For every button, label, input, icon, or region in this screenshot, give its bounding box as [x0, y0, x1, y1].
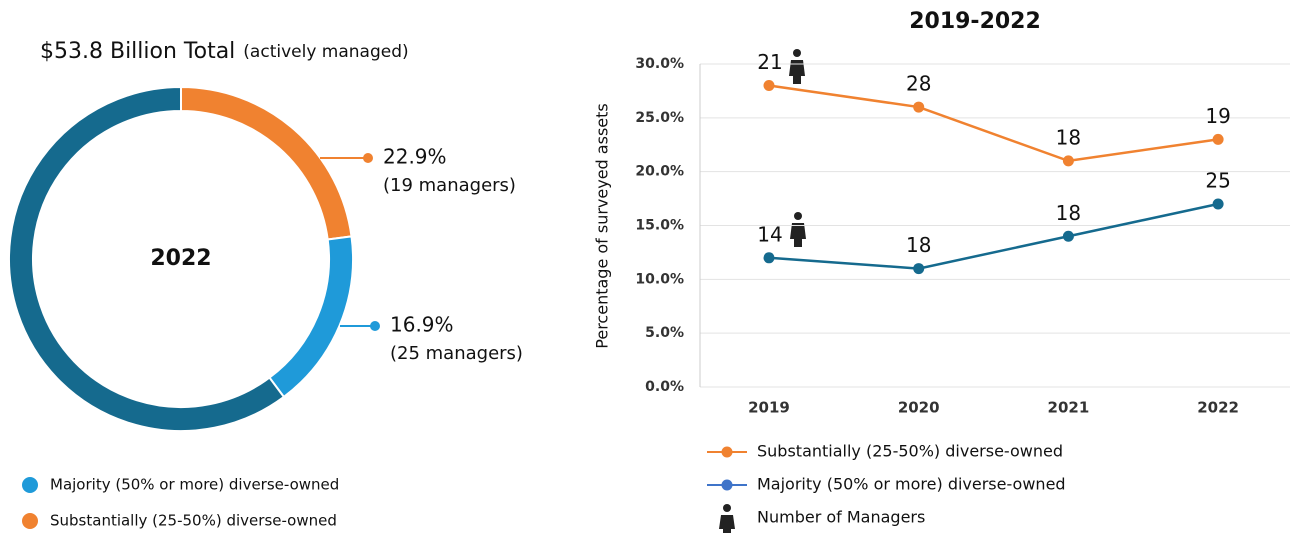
center-label: 2022 [150, 246, 211, 271]
data-point [1212, 133, 1224, 145]
y-tick-label: 25.0% [635, 110, 684, 126]
y-tick-label: 10.0% [635, 271, 684, 287]
leader-dot [363, 153, 373, 163]
chart-title: $53.8 Billion Total [40, 39, 235, 64]
legend-swatch [22, 513, 38, 529]
y-axis-label: Percentage of surveyed assets [593, 103, 612, 348]
manager-count: 28 [906, 72, 931, 96]
annotation: (19 managers) [383, 175, 516, 196]
manager-count: 25 [1205, 168, 1230, 192]
value-label: 16.9% [390, 313, 454, 337]
legend-label: Number of Managers [757, 508, 925, 527]
data-point [1062, 155, 1074, 167]
donut-slice [8, 85, 286, 432]
data-point [1062, 230, 1074, 242]
y-tick-label: 5.0% [645, 325, 684, 341]
data-point [913, 263, 925, 275]
manager-count: 14 [757, 222, 782, 246]
legend-dot [721, 479, 733, 491]
y-tick-label: 15.0% [635, 218, 684, 234]
legend-label: Majority (50% or more) diverse-owned [757, 475, 1066, 494]
series-line [768, 202, 1219, 270]
data-point [1212, 198, 1224, 210]
manager-count: 19 [1205, 104, 1230, 128]
legend-swatch [22, 477, 38, 493]
y-tick-label: 30.0% [635, 56, 684, 72]
x-tick-label: 2019 [748, 399, 790, 417]
legend-dot [721, 446, 733, 458]
manager-count: 21 [757, 50, 782, 74]
annotation: (25 managers) [390, 343, 523, 364]
data-point [763, 252, 775, 264]
manager-count: 18 [1056, 201, 1081, 225]
manager-count: 18 [1056, 125, 1081, 149]
series-line [768, 84, 1219, 163]
person-icon [719, 49, 806, 533]
leader-dot [370, 321, 380, 331]
x-tick-label: 2021 [1048, 399, 1090, 417]
data-point [913, 101, 925, 113]
donut-slice [268, 235, 354, 399]
x-tick-label: 2022 [1197, 399, 1239, 417]
chart-subtitle: (actively managed) [243, 42, 408, 62]
y-tick-label: 20.0% [635, 164, 684, 180]
data-point [763, 80, 775, 92]
value-label: 22.9% [383, 145, 447, 169]
donut-slice [180, 85, 353, 241]
x-tick-label: 2020 [898, 399, 940, 417]
manager-count: 18 [906, 233, 931, 257]
legend-label: Majority (50% or more) diverse-owned [50, 476, 339, 494]
chart-title: 2019-2022 [909, 9, 1041, 34]
y-tick-label: 0.0% [645, 379, 684, 395]
legend-label: Substantially (25-50%) diverse-owned [50, 512, 337, 530]
legend-label: Substantially (25-50%) diverse-owned [757, 442, 1063, 461]
